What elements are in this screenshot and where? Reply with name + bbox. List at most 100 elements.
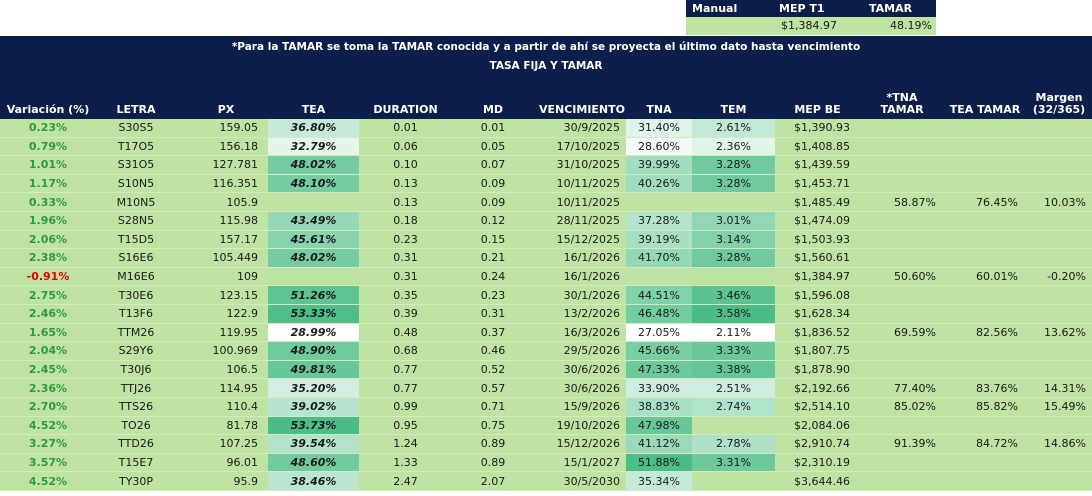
duration-cell[interactable]: 0.13 — [393, 177, 418, 191]
duration-cell[interactable]: 2.47 — [393, 474, 418, 488]
md-cell[interactable]: 0.75 — [480, 418, 506, 432]
letra-cell[interactable]: T13F6 — [118, 307, 154, 321]
md-cell[interactable]: 0.52 — [480, 363, 506, 377]
md-cell[interactable]: 0.21 — [480, 251, 506, 265]
px-cell[interactable]: 106.5 — [226, 363, 259, 377]
duration-cell[interactable]: 0.77 — [393, 363, 418, 377]
duration-cell[interactable]: 0.35 — [393, 288, 418, 302]
tea-cell[interactable]: 45.61% — [268, 230, 359, 249]
variacion-cell[interactable]: 2.46% — [28, 307, 68, 321]
mep-be-cell[interactable]: $1,836.52 — [794, 325, 850, 339]
vencimiento-cell[interactable]: 16/1/2026 — [563, 251, 620, 265]
duration-cell[interactable]: 1.33 — [393, 455, 418, 469]
vencimiento-cell[interactable]: 13/2/2026 — [563, 307, 620, 321]
margen-cell[interactable]: -0.20% — [1047, 270, 1086, 284]
vencimiento-cell[interactable]: 16/1/2026 — [563, 270, 620, 284]
vencimiento-cell[interactable]: 28/11/2025 — [556, 214, 620, 228]
variacion-cell[interactable]: 0.23% — [28, 121, 68, 135]
margen-cell[interactable]: 15.49% — [1044, 400, 1086, 414]
tna-tamar-cell[interactable] — [860, 156, 944, 174]
col-header-duration[interactable]: DURATION — [373, 103, 438, 116]
mep-be-cell[interactable]: $1,384.97 — [794, 270, 850, 284]
tem-cell[interactable]: 3.14% — [692, 230, 775, 249]
duration-cell[interactable]: 0.18 — [393, 214, 418, 228]
tem-cell[interactable]: 3.31% — [692, 453, 775, 472]
col-header-vencimiento[interactable]: VENCIMIENTO — [538, 103, 625, 116]
vencimiento-cell[interactable]: 30/1/2026 — [563, 288, 620, 302]
tea-cell[interactable]: 51.26% — [268, 286, 359, 304]
margen-cell[interactable] — [1026, 472, 1092, 490]
mep-be-cell[interactable]: $1,807.75 — [794, 344, 850, 358]
duration-cell[interactable]: 0.95 — [393, 418, 418, 432]
tea-cell[interactable]: 48.60% — [268, 453, 359, 472]
tea-cell[interactable]: 48.90% — [268, 342, 359, 360]
letra-cell[interactable]: M10N5 — [116, 195, 156, 209]
tea-cell[interactable]: 28.99% — [268, 323, 359, 342]
tea-cell[interactable]: 48.02% — [268, 249, 359, 267]
tna-tamar-cell[interactable] — [860, 472, 944, 490]
tna-tamar-cell[interactable]: 91.39% — [894, 437, 936, 451]
tea-tamar-cell[interactable]: 85.82% — [976, 400, 1018, 414]
tem-cell[interactable]: 3.33% — [692, 342, 775, 360]
px-cell[interactable]: 96.01 — [226, 455, 259, 469]
tem-cell[interactable] — [692, 193, 775, 211]
margen-cell[interactable]: 14.86% — [1044, 437, 1086, 451]
md-cell[interactable]: 0.09 — [480, 177, 506, 191]
vencimiento-cell[interactable]: 15/12/2026 — [556, 437, 620, 451]
vencimiento-cell[interactable]: 29/5/2026 — [563, 344, 620, 358]
px-cell[interactable]: 109 — [237, 270, 258, 284]
tem-cell[interactable]: 2.74% — [692, 397, 775, 416]
letra-cell[interactable]: S28N5 — [117, 214, 155, 228]
tna-cell[interactable]: 45.66% — [626, 342, 692, 360]
tna-cell[interactable]: 31.40% — [626, 119, 692, 137]
vencimiento-cell[interactable]: 15/12/2025 — [556, 232, 620, 246]
margen-cell[interactable]: 13.62% — [1044, 325, 1086, 339]
variacion-cell[interactable]: 2.70% — [28, 400, 68, 414]
tea-cell[interactable] — [268, 193, 359, 211]
variacion-cell[interactable]: -0.91% — [26, 270, 70, 284]
tea-tamar-cell[interactable] — [944, 175, 1026, 193]
margen-cell[interactable] — [1026, 138, 1092, 156]
mep-be-cell[interactable]: $2,910.74 — [794, 437, 850, 451]
table-row[interactable]: 1.01% S31O5 127.781 48.02% 0.10 0.07 31/10/202… — [0, 156, 1092, 175]
tna-tamar-cell[interactable] — [860, 175, 944, 193]
variacion-cell[interactable]: 2.36% — [28, 381, 68, 395]
md-cell[interactable]: 0.37 — [480, 325, 506, 339]
px-cell[interactable]: 116.351 — [212, 177, 259, 191]
tea-cell[interactable]: 38.46% — [268, 472, 359, 490]
tea-tamar-cell[interactable]: 84.72% — [976, 437, 1018, 451]
letra-cell[interactable]: TY30P — [118, 474, 154, 488]
tna-cell[interactable] — [626, 193, 692, 211]
duration-cell[interactable]: 0.31 — [393, 251, 418, 265]
px-cell[interactable]: 105.449 — [212, 251, 259, 265]
px-cell[interactable]: 159.05 — [219, 121, 259, 135]
vencimiento-cell[interactable]: 16/3/2026 — [563, 325, 620, 339]
duration-cell[interactable]: 0.77 — [393, 381, 418, 395]
letra-cell[interactable]: M16E6 — [117, 270, 155, 284]
mep-be-cell[interactable]: $1,503.93 — [794, 232, 850, 246]
letra-cell[interactable]: TO26 — [121, 418, 151, 432]
tna-cell[interactable]: 41.12% — [626, 435, 692, 453]
variacion-cell[interactable]: 2.04% — [28, 344, 68, 358]
mep-be-cell[interactable]: $2,310.19 — [794, 455, 850, 469]
col-header-tna-tamar[interactable]: *TNA TAMAR — [860, 92, 944, 116]
md-cell[interactable]: 0.31 — [480, 307, 506, 321]
table-row[interactable]: 1.65% TTM26 119.95 28.99% 0.48 0.37 16/3/2026 2… — [0, 323, 1092, 343]
tna-cell[interactable]: 28.60% — [626, 137, 692, 156]
tem-cell[interactable]: 3.46% — [692, 286, 775, 304]
tea-tamar-cell[interactable] — [944, 361, 1026, 379]
letra-cell[interactable]: T15D5 — [117, 232, 155, 246]
margen-cell[interactable] — [1026, 119, 1092, 137]
tna-cell[interactable]: 40.26% — [626, 174, 692, 193]
margen-cell[interactable]: 14.31% — [1044, 381, 1086, 395]
vencimiento-cell[interactable]: 15/1/2027 — [563, 455, 620, 469]
md-cell[interactable]: 0.24 — [480, 270, 506, 284]
duration-cell[interactable]: 0.13 — [393, 195, 418, 209]
tea-tamar-cell[interactable]: 60.01% — [976, 270, 1018, 284]
mep-be-cell[interactable]: $1,408.85 — [794, 139, 850, 153]
duration-cell[interactable]: 0.10 — [393, 158, 418, 172]
mep-be-cell[interactable]: $1,560.61 — [794, 251, 850, 265]
mep-be-cell[interactable]: $1,596.08 — [794, 288, 850, 302]
summary-mep-value[interactable]: $1,384.97 — [781, 19, 837, 32]
margen-cell[interactable] — [1026, 212, 1092, 230]
